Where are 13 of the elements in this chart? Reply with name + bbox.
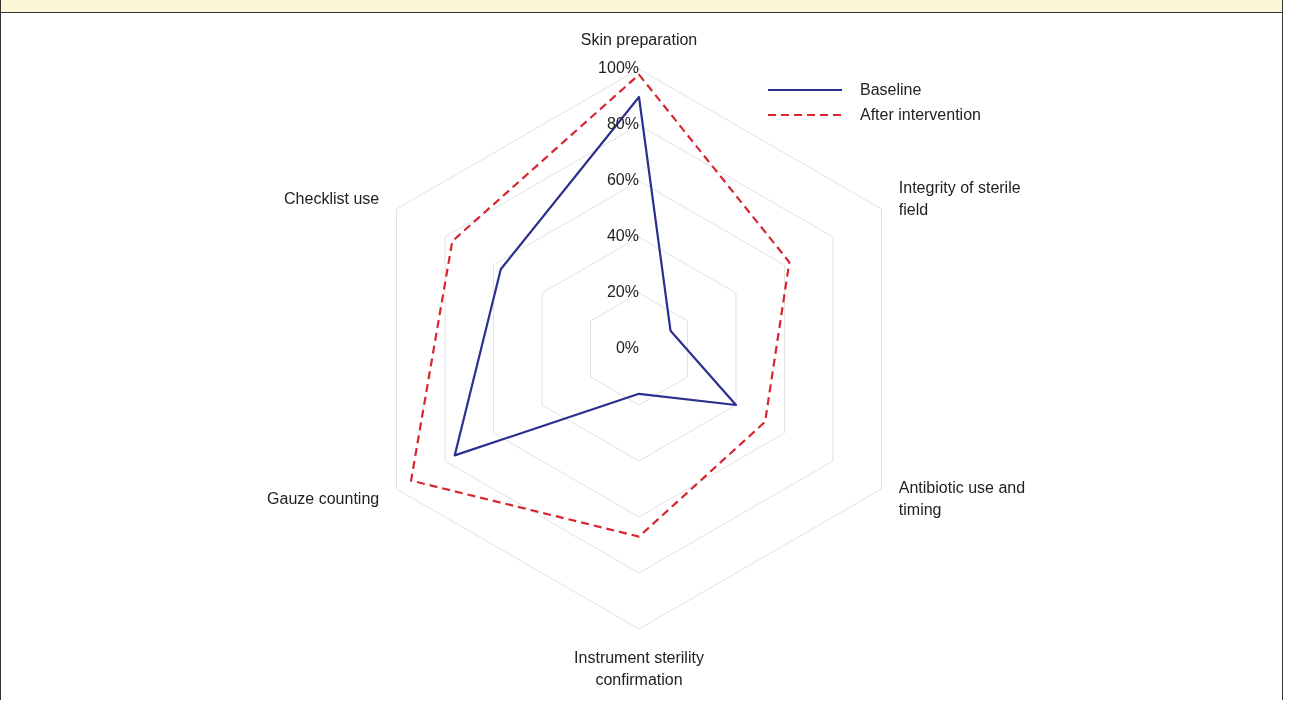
y-tick-label: 100% (598, 59, 639, 76)
spoke-label: Skin preparation (580, 31, 698, 48)
y-tick-label: 40% (606, 227, 639, 244)
y-tick-label: 20% (606, 283, 639, 300)
legend-label: After intervention (860, 105, 981, 124)
spoke-label: Gauze counting (267, 490, 380, 507)
y-tick-label: 60% (606, 171, 639, 188)
spoke-label: Checklist use (284, 190, 380, 207)
y-tick-label: 0% (615, 339, 639, 356)
spoke-label: Antibiotic use and timing (898, 479, 1026, 518)
spoke-label: Integrity of sterile field (898, 179, 1021, 218)
spoke-label: Instrument sterility confirmation (574, 649, 704, 688)
legend-label: Baseline (860, 80, 922, 99)
